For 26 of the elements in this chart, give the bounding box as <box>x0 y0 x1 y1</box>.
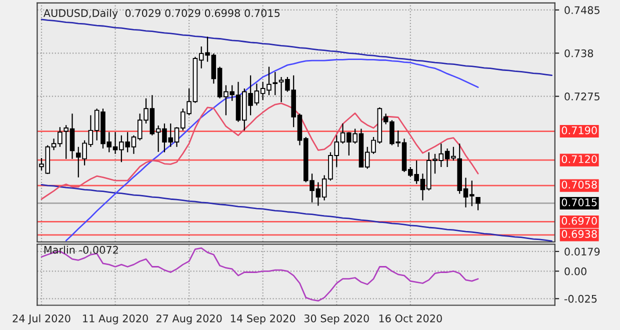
line-series <box>40 184 553 242</box>
x-tick-label: 11 Aug 2020 <box>83 314 148 324</box>
line-series <box>40 247 479 302</box>
ref-line-label: 0.6970 <box>562 216 597 225</box>
line-series <box>40 102 479 200</box>
y-tick-label: 0.0179 <box>564 248 600 256</box>
line-series <box>40 18 553 76</box>
y-tick-label: 0.738 <box>564 49 594 58</box>
ref-line-label: 0.7015 <box>562 198 597 206</box>
text: AUDUSD,Daily 0.7029 0.7029 0.6998 0.7015 <box>43 8 280 20</box>
y-tick-label: -0.025 <box>564 294 597 303</box>
x-tick-label: 27 Aug 2020 <box>156 314 222 324</box>
x-tick-label: 16 Oct 2020 <box>379 314 442 322</box>
line-series <box>65 58 479 242</box>
candlestick <box>476 196 480 211</box>
ref-line-label: 0.7120 <box>562 155 597 164</box>
x-tick-label: 30 Sep 2020 <box>304 314 369 324</box>
y-tick-label: 0.00 <box>564 267 586 276</box>
ref-line-label: 0.7190 <box>562 126 597 134</box>
ref-line-label: 0.6938 <box>562 230 597 238</box>
x-tick-label: 14 Sep 2020 <box>230 314 296 324</box>
x-tick-label: 24 Jul 2020 <box>12 314 70 324</box>
chart-title: Marlin -0.0072 <box>44 246 118 254</box>
ref-line-label: 0.7058 <box>562 180 597 189</box>
y-tick-label: 0.7275 <box>564 92 600 100</box>
y-tick-label: 0.7485 <box>564 6 600 14</box>
